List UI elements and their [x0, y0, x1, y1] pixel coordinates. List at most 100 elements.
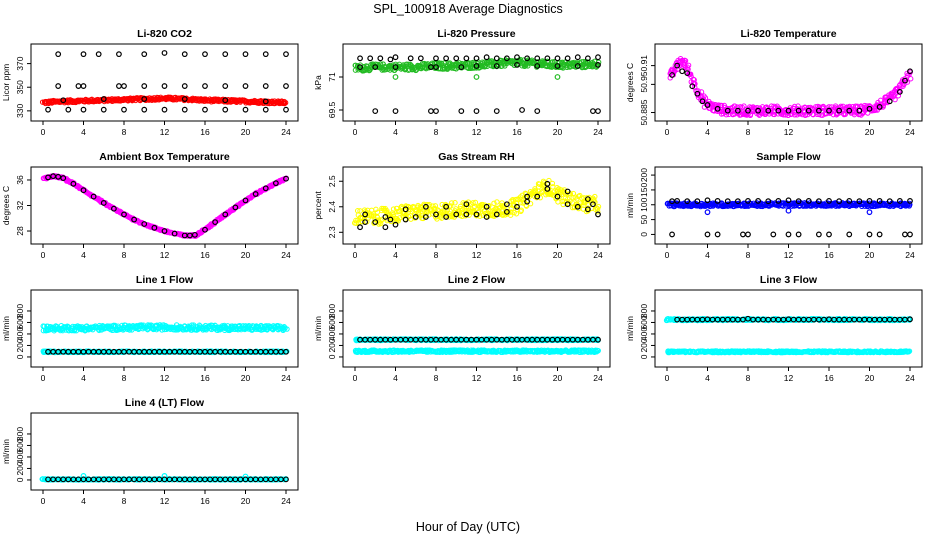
panel-title: Gas Stream RH: [438, 151, 514, 163]
data-point: [473, 74, 480, 80]
x-tick-label: 16: [200, 127, 210, 137]
data-point: [222, 83, 229, 89]
data-point: [202, 51, 208, 58]
series-black-2: [45, 173, 289, 239]
x-tick-label: 4: [393, 373, 398, 383]
data-point: [116, 83, 122, 89]
data-point: [907, 231, 913, 238]
y-tick-label: 36: [15, 175, 25, 185]
x-tick-label: 4: [705, 373, 710, 383]
data-point: [846, 198, 853, 204]
data-point: [544, 55, 551, 62]
data-point: [483, 214, 490, 220]
data-point: [242, 106, 249, 113]
data-point: [856, 198, 863, 205]
data-point: [584, 196, 591, 203]
data-point: [433, 55, 439, 62]
band-point: [892, 96, 898, 103]
data-point: [141, 106, 148, 113]
band-point: [374, 214, 381, 221]
data-point: [679, 68, 686, 75]
y-tick-label: 32: [15, 201, 25, 211]
y-tick-label: 400: [327, 327, 337, 341]
data-point: [110, 205, 117, 212]
data-point: [805, 198, 812, 204]
y-tick-label: 800: [15, 304, 25, 318]
data-point: [669, 231, 675, 238]
data-point: [815, 107, 822, 114]
data-point: [846, 231, 853, 238]
data-point: [704, 197, 711, 204]
band-point: [826, 104, 832, 110]
data-point: [734, 107, 741, 114]
data-point: [519, 107, 525, 113]
data-point: [493, 108, 500, 114]
series-cyan-1: [40, 322, 290, 334]
x-tick-label: 4: [705, 250, 710, 260]
data-point: [191, 231, 198, 238]
band-point: [851, 110, 857, 116]
data-point: [765, 107, 772, 114]
data-point: [866, 105, 873, 112]
x-tick-label: 4: [393, 250, 398, 260]
data-point: [95, 51, 102, 58]
x-tick-label: 20: [865, 373, 875, 383]
x-tick-label: 8: [434, 250, 439, 260]
x-tick-label: 20: [553, 127, 563, 137]
y-tick-label: 2.4: [327, 201, 337, 213]
series-magenta-1: [667, 55, 914, 119]
band-point: [481, 64, 488, 70]
data-point: [262, 106, 269, 113]
band-point: [720, 110, 726, 117]
y-tick-label: 71: [327, 72, 337, 82]
data-point: [826, 198, 832, 204]
band-point: [491, 200, 497, 206]
data-point: [367, 55, 374, 62]
data-point: [357, 64, 363, 70]
data-point: [262, 83, 269, 89]
series-blue-2: [704, 207, 873, 216]
data-point: [222, 106, 229, 113]
data-point: [503, 201, 510, 208]
x-tick-label: 12: [784, 127, 794, 137]
data-point: [795, 107, 802, 114]
x-tick-label: 16: [200, 373, 210, 383]
series-black-5: [372, 107, 601, 114]
band-point: [595, 347, 601, 354]
x-tick-label: 16: [512, 373, 522, 383]
data-point: [283, 175, 289, 182]
data-point: [815, 231, 822, 238]
data-point: [724, 107, 731, 114]
data-point: [595, 62, 601, 68]
y-tick-label: 69.5: [327, 101, 337, 118]
data-point: [745, 107, 751, 114]
x-tick-label: 0: [353, 127, 358, 137]
figure-title: SPL_100918 Average Diagnostics: [373, 2, 563, 16]
series-cyan-1: [352, 347, 601, 356]
y-tick-label: 200: [15, 338, 25, 352]
x-tick-label: 16: [824, 250, 834, 260]
data-point: [272, 180, 279, 187]
plot-area: [40, 322, 290, 356]
y-tick-label: 600: [639, 315, 649, 329]
data-point: [181, 83, 188, 89]
data-point: [75, 83, 82, 89]
x-tick-label: 16: [512, 250, 522, 260]
data-point: [463, 201, 470, 208]
y-axis-label: kPa: [313, 75, 323, 90]
data-point: [80, 83, 87, 89]
data-point: [876, 231, 883, 238]
band-point: [105, 323, 111, 329]
band-point: [281, 100, 288, 107]
data-point: [836, 198, 843, 205]
data-point: [402, 206, 409, 213]
band-point: [802, 112, 809, 119]
data-point: [242, 197, 249, 204]
series-black-3: [45, 348, 289, 355]
data-point: [392, 64, 399, 70]
data-point: [402, 216, 409, 223]
data-point: [262, 51, 269, 58]
data-point: [493, 211, 500, 218]
data-point: [770, 231, 777, 238]
band-point: [710, 101, 716, 107]
